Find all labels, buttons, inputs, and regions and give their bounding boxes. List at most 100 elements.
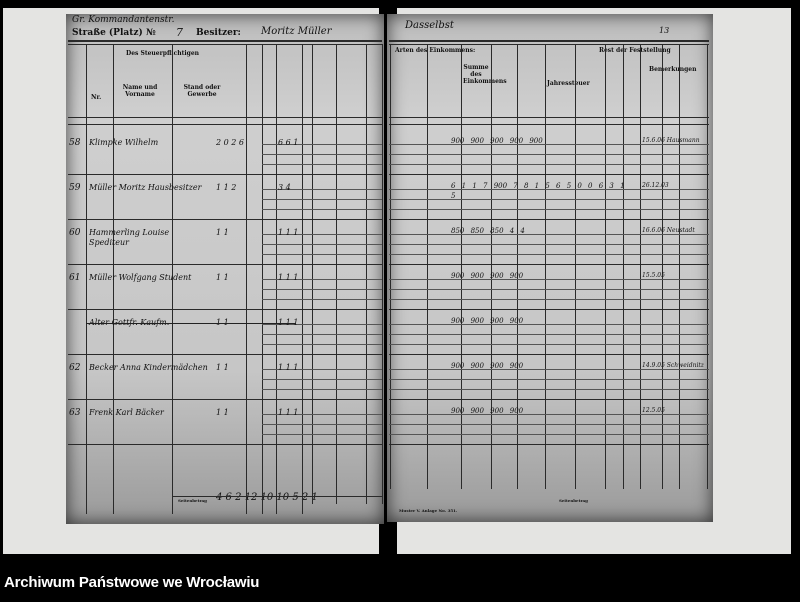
tax-counts: 1 1 1 [278, 408, 299, 417]
income-amounts: 900 900 900 900 [451, 362, 524, 370]
row-subline [262, 154, 382, 155]
grid-column-line [461, 44, 462, 489]
row-subline [262, 199, 382, 200]
grid-column-line [366, 44, 367, 504]
row-subline [389, 154, 709, 155]
right-heading: Dasselbst [405, 20, 454, 31]
street-name: Gr. Kommandantenstr. [72, 15, 175, 25]
header-occupation: Stand oder Gewerbe [183, 84, 221, 98]
remark-text: 15.5.05 [642, 272, 665, 279]
header-income-types: Arten des Einkommens: [395, 47, 476, 54]
taxpayer-name: Hammerling Louise Spediteur [89, 228, 170, 247]
row-subline [389, 144, 709, 145]
row-separator [389, 219, 709, 220]
row-separator [389, 264, 709, 265]
household-counts: 1 1 [216, 363, 229, 372]
row-subline [389, 379, 709, 380]
header-name: Name und Vorname [122, 84, 158, 98]
row-subline [262, 344, 382, 345]
row-separator [68, 174, 382, 175]
row-separator [68, 309, 382, 310]
grid-column-line [517, 44, 518, 489]
grid-header-line [389, 117, 709, 118]
grid-column-line [312, 44, 313, 504]
tax-counts: 1 1 1 [278, 318, 298, 327]
grid-column-line [246, 44, 247, 514]
archive-caption: Archiwum Państwowe we Wrocławiu [4, 574, 260, 591]
row-subline [262, 189, 382, 190]
row-subline [262, 414, 382, 415]
row-number: 60 [69, 228, 81, 238]
household-counts: 2 0 2 6 [216, 138, 244, 147]
household-counts: 1 1 [216, 318, 229, 327]
title-rule [68, 40, 382, 42]
income-amounts: 850 850 850 4 4 [451, 227, 525, 235]
header-row-number: Nr. [91, 94, 102, 101]
row-subline [389, 289, 709, 290]
row-subline [262, 324, 382, 325]
strike-through-line [86, 323, 296, 324]
grid-column-line [623, 44, 624, 489]
household-counts: 1 1 2 [216, 183, 237, 192]
grid-column-line [679, 44, 680, 489]
grid-column-line [491, 44, 492, 489]
row-subline [262, 209, 382, 210]
grid-header-line [389, 44, 709, 45]
row-subline [389, 244, 709, 245]
grid-header-line [389, 124, 709, 125]
owner-name: Moritz Müller [261, 26, 332, 37]
taxpayer-name: Becker Anna Kindermädchen [89, 363, 208, 372]
street-label: Straße (Platz) № [72, 28, 156, 38]
header-remarks: Bemerkungen [649, 66, 697, 73]
taxpayer-name: Klimpke Wilhelm [89, 138, 159, 147]
row-subline [262, 299, 382, 300]
household-counts: 1 1 [216, 408, 229, 417]
grid-header-line [68, 124, 382, 125]
row-subline [262, 389, 382, 390]
row-subline [262, 289, 382, 290]
income-amounts: 6 1 1 7 900 7 8 1 5 6 5 0 0 6 3 1 5 [451, 182, 625, 200]
row-separator [389, 309, 709, 310]
row-subline [262, 234, 382, 235]
grid-header-line [68, 44, 382, 45]
row-separator [68, 444, 382, 445]
row-subline [389, 209, 709, 210]
row-separator [389, 444, 709, 445]
row-separator [389, 174, 709, 175]
row-subline [262, 164, 382, 165]
row-subline [262, 434, 382, 435]
row-subline [389, 414, 709, 415]
grid-column-line [86, 44, 87, 514]
grid-column-line [427, 44, 428, 489]
row-subline [262, 379, 382, 380]
row-separator [389, 399, 709, 400]
grid-column-line [390, 44, 391, 489]
row-subline [262, 369, 382, 370]
grid-column-line [172, 44, 173, 514]
remark-text: 16.6.06 Neustadt [642, 227, 695, 234]
row-subline [389, 299, 709, 300]
page-number: 13 [659, 26, 670, 35]
left-totals: 4 6 2 12 10 10 5 2 1 [216, 492, 318, 503]
row-separator [68, 354, 382, 355]
house-number: 7 [176, 26, 183, 39]
income-amounts: 900 900 900 900 [451, 272, 524, 280]
row-subline [389, 369, 709, 370]
row-number: 62 [69, 363, 81, 373]
row-subline [262, 279, 382, 280]
tax-counts: 1 1 1 [278, 273, 299, 282]
tax-counts: 1 1 1 [278, 228, 299, 237]
remark-text: 14.9.05 Schweidnitz [642, 362, 704, 369]
grid-column-line [605, 44, 606, 489]
total-line [172, 496, 382, 497]
taxpayer-name: Müller Moritz Hausbesitzer [89, 183, 202, 192]
remark-text: 12.5.05 [642, 407, 665, 414]
grid-column-line [707, 44, 708, 489]
tax-counts: 1 1 1 [278, 363, 299, 372]
tax-counts: 6 6 1 [278, 138, 299, 147]
taxpayer-name: Frenk Karl Bäcker [89, 408, 164, 417]
row-number: 59 [69, 183, 81, 193]
row-subline [389, 234, 709, 235]
right-total-label: Seitenbetrag [559, 498, 588, 503]
row-subline [389, 164, 709, 165]
